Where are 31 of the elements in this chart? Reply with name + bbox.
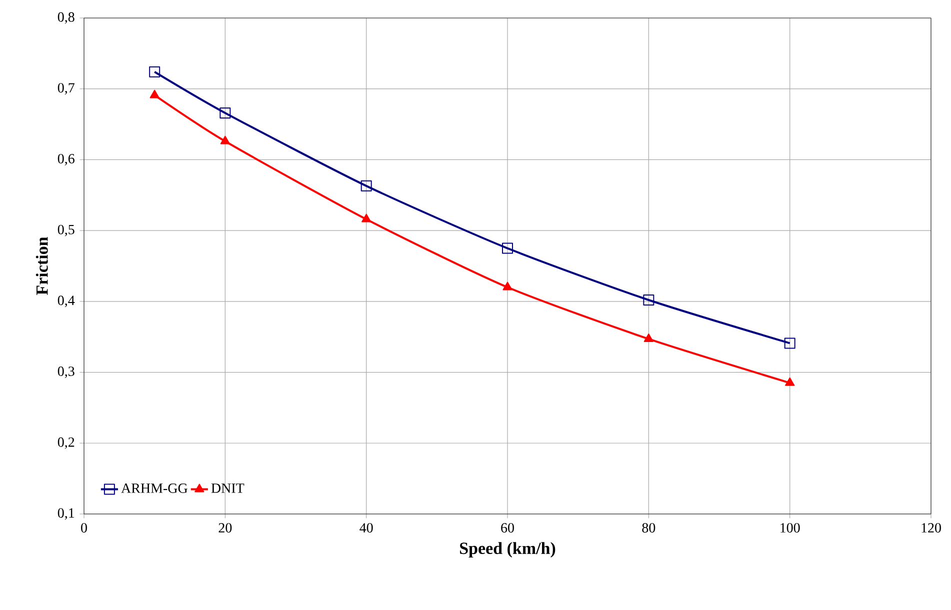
point [785,377,795,386]
y-tick-label: 0,6 [58,154,74,166]
point [643,294,654,306]
x-tick-label: 60 [501,523,514,533]
x-tick-label: 120 [922,523,941,533]
x-tick-label: 80 [642,523,656,533]
point [220,107,231,118]
y-tick-label: 0,5 [58,224,74,236]
x-tick-label: 20 [218,523,232,533]
y-tick-label: 0,8 [58,12,74,24]
y-tick-label: 0,7 [58,83,74,95]
y-tick-label: 0,1 [58,508,74,520]
legend-label: ARHM-GG [121,484,188,493]
x-tick-label: 40 [360,523,373,533]
point [644,333,654,342]
point [220,136,230,144]
point [360,180,372,192]
legend-label: DNIT [211,484,244,493]
point [784,338,796,349]
point [150,90,160,98]
x-tick-label: 0 [81,523,87,533]
y-axis-title: Friction [36,236,48,295]
point [502,242,513,254]
point [149,66,160,78]
y-tick-label: 0,3 [58,366,74,378]
x-tick-label: 100 [780,523,800,533]
y-tick-label: 0,4 [58,296,75,308]
point [362,214,372,222]
point [502,282,512,290]
x-axis-title: Speed (km/h) [460,542,556,558]
y-tick-label: 0,2 [58,437,74,449]
